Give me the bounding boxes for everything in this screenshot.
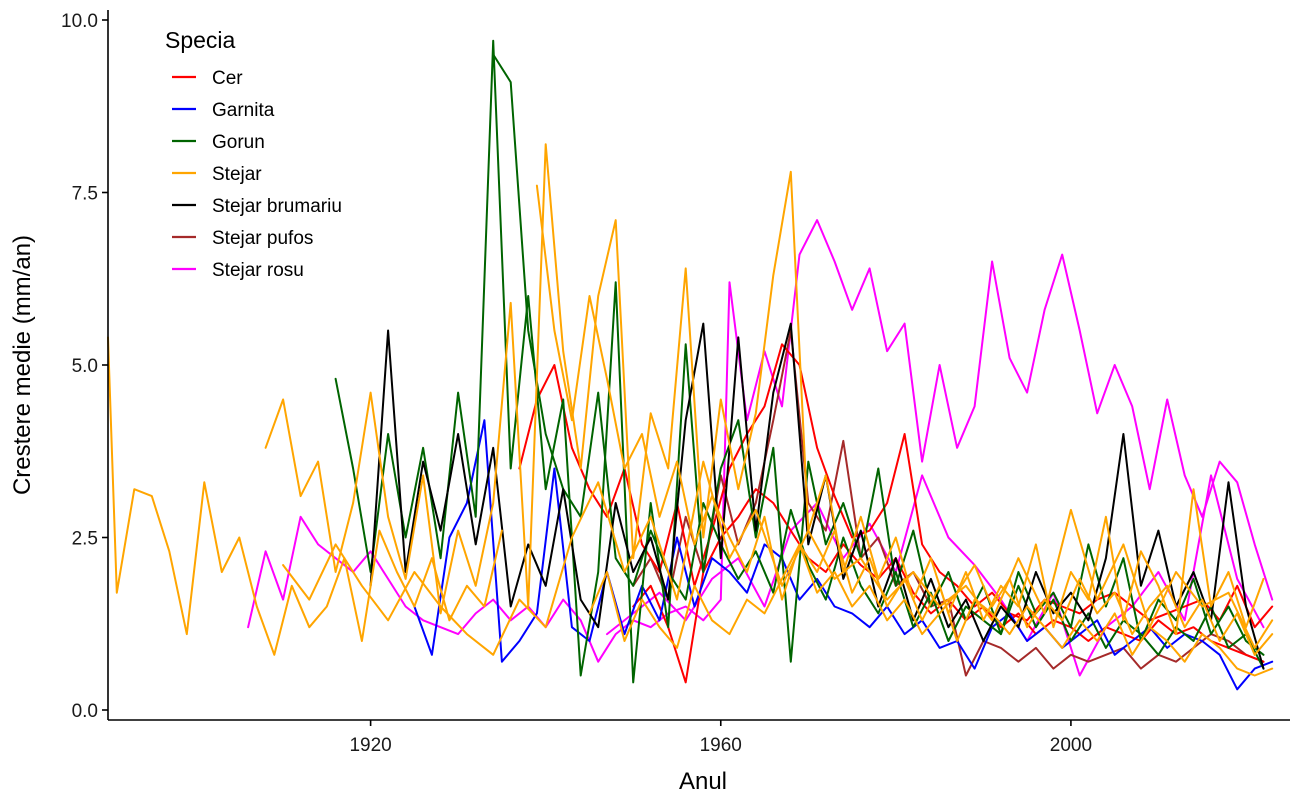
legend-item: Gorun	[172, 132, 265, 153]
legend-label: Garnita	[212, 100, 275, 121]
series-line-stejar	[588, 543, 1274, 656]
y-tick-label: 5.0	[72, 356, 98, 377]
plot-area	[107, 39, 1274, 691]
y-tick-label: 7.5	[72, 184, 98, 205]
legend-item: Garnita	[172, 100, 275, 121]
legend-item: Stejar rosu	[172, 260, 304, 281]
legend-items: Cer Garnita Gorun Stejar Stejar brumariu Stej…	[172, 68, 342, 281]
legend: Specia Cer Garnita Gorun Stejar Stejar bruma…	[165, 27, 342, 281]
x-tick-label: 2000	[1050, 735, 1092, 756]
x-ticks: 1920 1960 2000	[349, 720, 1092, 756]
y-axis-title: Crestere medie (mm/an)	[9, 235, 36, 495]
y-tick-label: 2.5	[72, 529, 98, 550]
series-line-garnita	[413, 419, 1274, 691]
legend-item: Cer	[172, 68, 243, 89]
x-tick-label: 1960	[700, 735, 742, 756]
legend-title: Specia	[165, 27, 236, 53]
legend-label: Stejar rosu	[212, 260, 304, 281]
legend-label: Stejar brumariu	[212, 196, 342, 217]
legend-label: Gorun	[212, 132, 265, 153]
legend-label: Cer	[212, 68, 243, 89]
legend-label: Stejar	[212, 164, 262, 185]
x-axis: 1920 1960 2000	[108, 719, 1290, 756]
series-line-stejar	[535, 184, 1274, 677]
series-line-stejar-rosu	[247, 219, 1274, 663]
y-ticks: 0.0 2.5 5.0 7.5 10.0	[61, 11, 108, 722]
y-tick-label: 10.0	[61, 11, 98, 32]
x-tick-label: 1920	[349, 735, 391, 756]
legend-label: Stejar pufos	[212, 228, 313, 249]
legend-item: Stejar brumariu	[172, 196, 342, 217]
legend-item: Stejar	[172, 164, 262, 185]
y-axis: 0.0 2.5 5.0 7.5 10.0	[61, 10, 109, 722]
series-line-stejar	[282, 460, 1274, 656]
legend-item: Stejar pufos	[172, 228, 313, 249]
y-tick-label: 0.0	[72, 701, 98, 722]
series-line-stejar	[264, 143, 1265, 636]
series-line-stejar-brumariu	[369, 322, 1265, 670]
x-axis-title: Anul	[679, 768, 727, 795]
